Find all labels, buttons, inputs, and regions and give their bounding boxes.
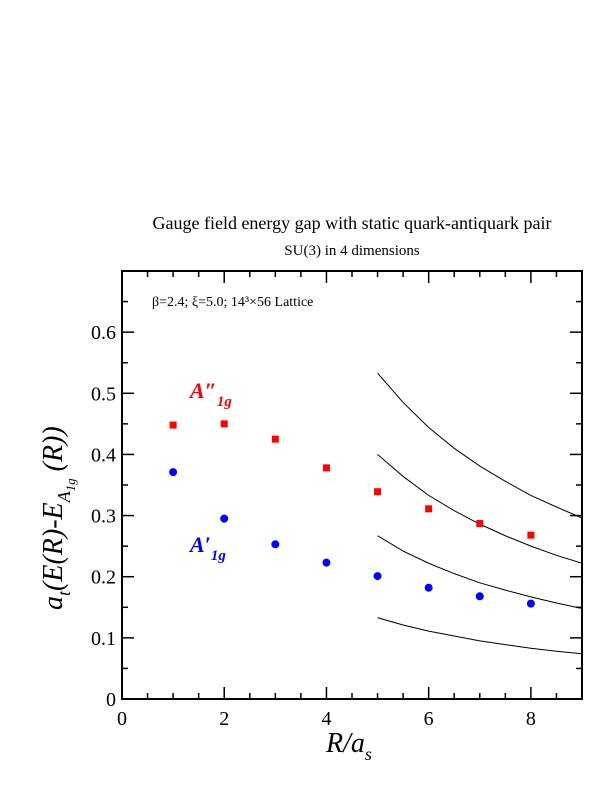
series-label-a-prime-1g: A′1g (188, 532, 226, 564)
y-tick-label: 0.5 (91, 383, 116, 405)
data-point-blue-circle (526, 599, 535, 608)
reference-curve-2 (377, 454, 583, 564)
data-point-red-square (271, 435, 279, 443)
reference-curve-4 (377, 617, 583, 655)
x-tick-label: 4 (321, 708, 331, 730)
chart-subtitle: SU(3) in 4 dimensions (284, 243, 420, 259)
data-point-blue-circle (220, 514, 229, 523)
x-tick-label: 6 (424, 708, 434, 730)
data-point-red-square (169, 421, 177, 429)
x-tick-label: 8 (526, 708, 536, 730)
y-tick-label: 0.1 (91, 628, 116, 650)
reference-curve-3 (377, 535, 583, 609)
x-axis-label: R/as (325, 728, 372, 764)
data-point-red-square (220, 420, 228, 428)
y-tick-label: 0.4 (91, 444, 116, 466)
plot-frame (121, 270, 583, 700)
y-tick-label: 0.6 (91, 322, 116, 344)
lattice-annotation: β=2.4; ξ=5.0; 14³×56 Lattice (152, 295, 313, 310)
data-point-blue-circle (169, 468, 178, 477)
chart-title: Gauge field energy gap with static quark… (152, 213, 551, 233)
y-tick-label: 0 (106, 689, 116, 711)
data-point-blue-circle (322, 558, 331, 567)
data-point-blue-circle (271, 540, 280, 549)
reference-curve-1 (377, 372, 583, 519)
data-point-blue-circle (424, 583, 433, 592)
series-label-a-double-prime-1g: A″1g (188, 378, 232, 410)
y-tick-label: 0.2 (91, 567, 116, 589)
data-point-red-square (322, 464, 330, 472)
data-point-red-square (425, 505, 433, 513)
points-layer (169, 420, 535, 608)
data-point-red-square (527, 531, 535, 539)
x-tick-label: 0 (117, 708, 127, 730)
ticks-layer: 0 2 4 6 8 0 0.1 0.2 0.3 0.4 0.5 0.6 (91, 270, 583, 730)
data-point-blue-circle (475, 592, 484, 601)
data-point-red-square (374, 488, 382, 496)
data-point-red-square (476, 520, 484, 528)
y-tick-label: 0.3 (91, 506, 116, 528)
data-point-blue-circle (373, 572, 382, 581)
x-tick-label: 2 (219, 708, 229, 730)
y-axis-label: at(E(R)-EA1g (R)) (38, 426, 78, 610)
curves-layer (377, 372, 583, 655)
